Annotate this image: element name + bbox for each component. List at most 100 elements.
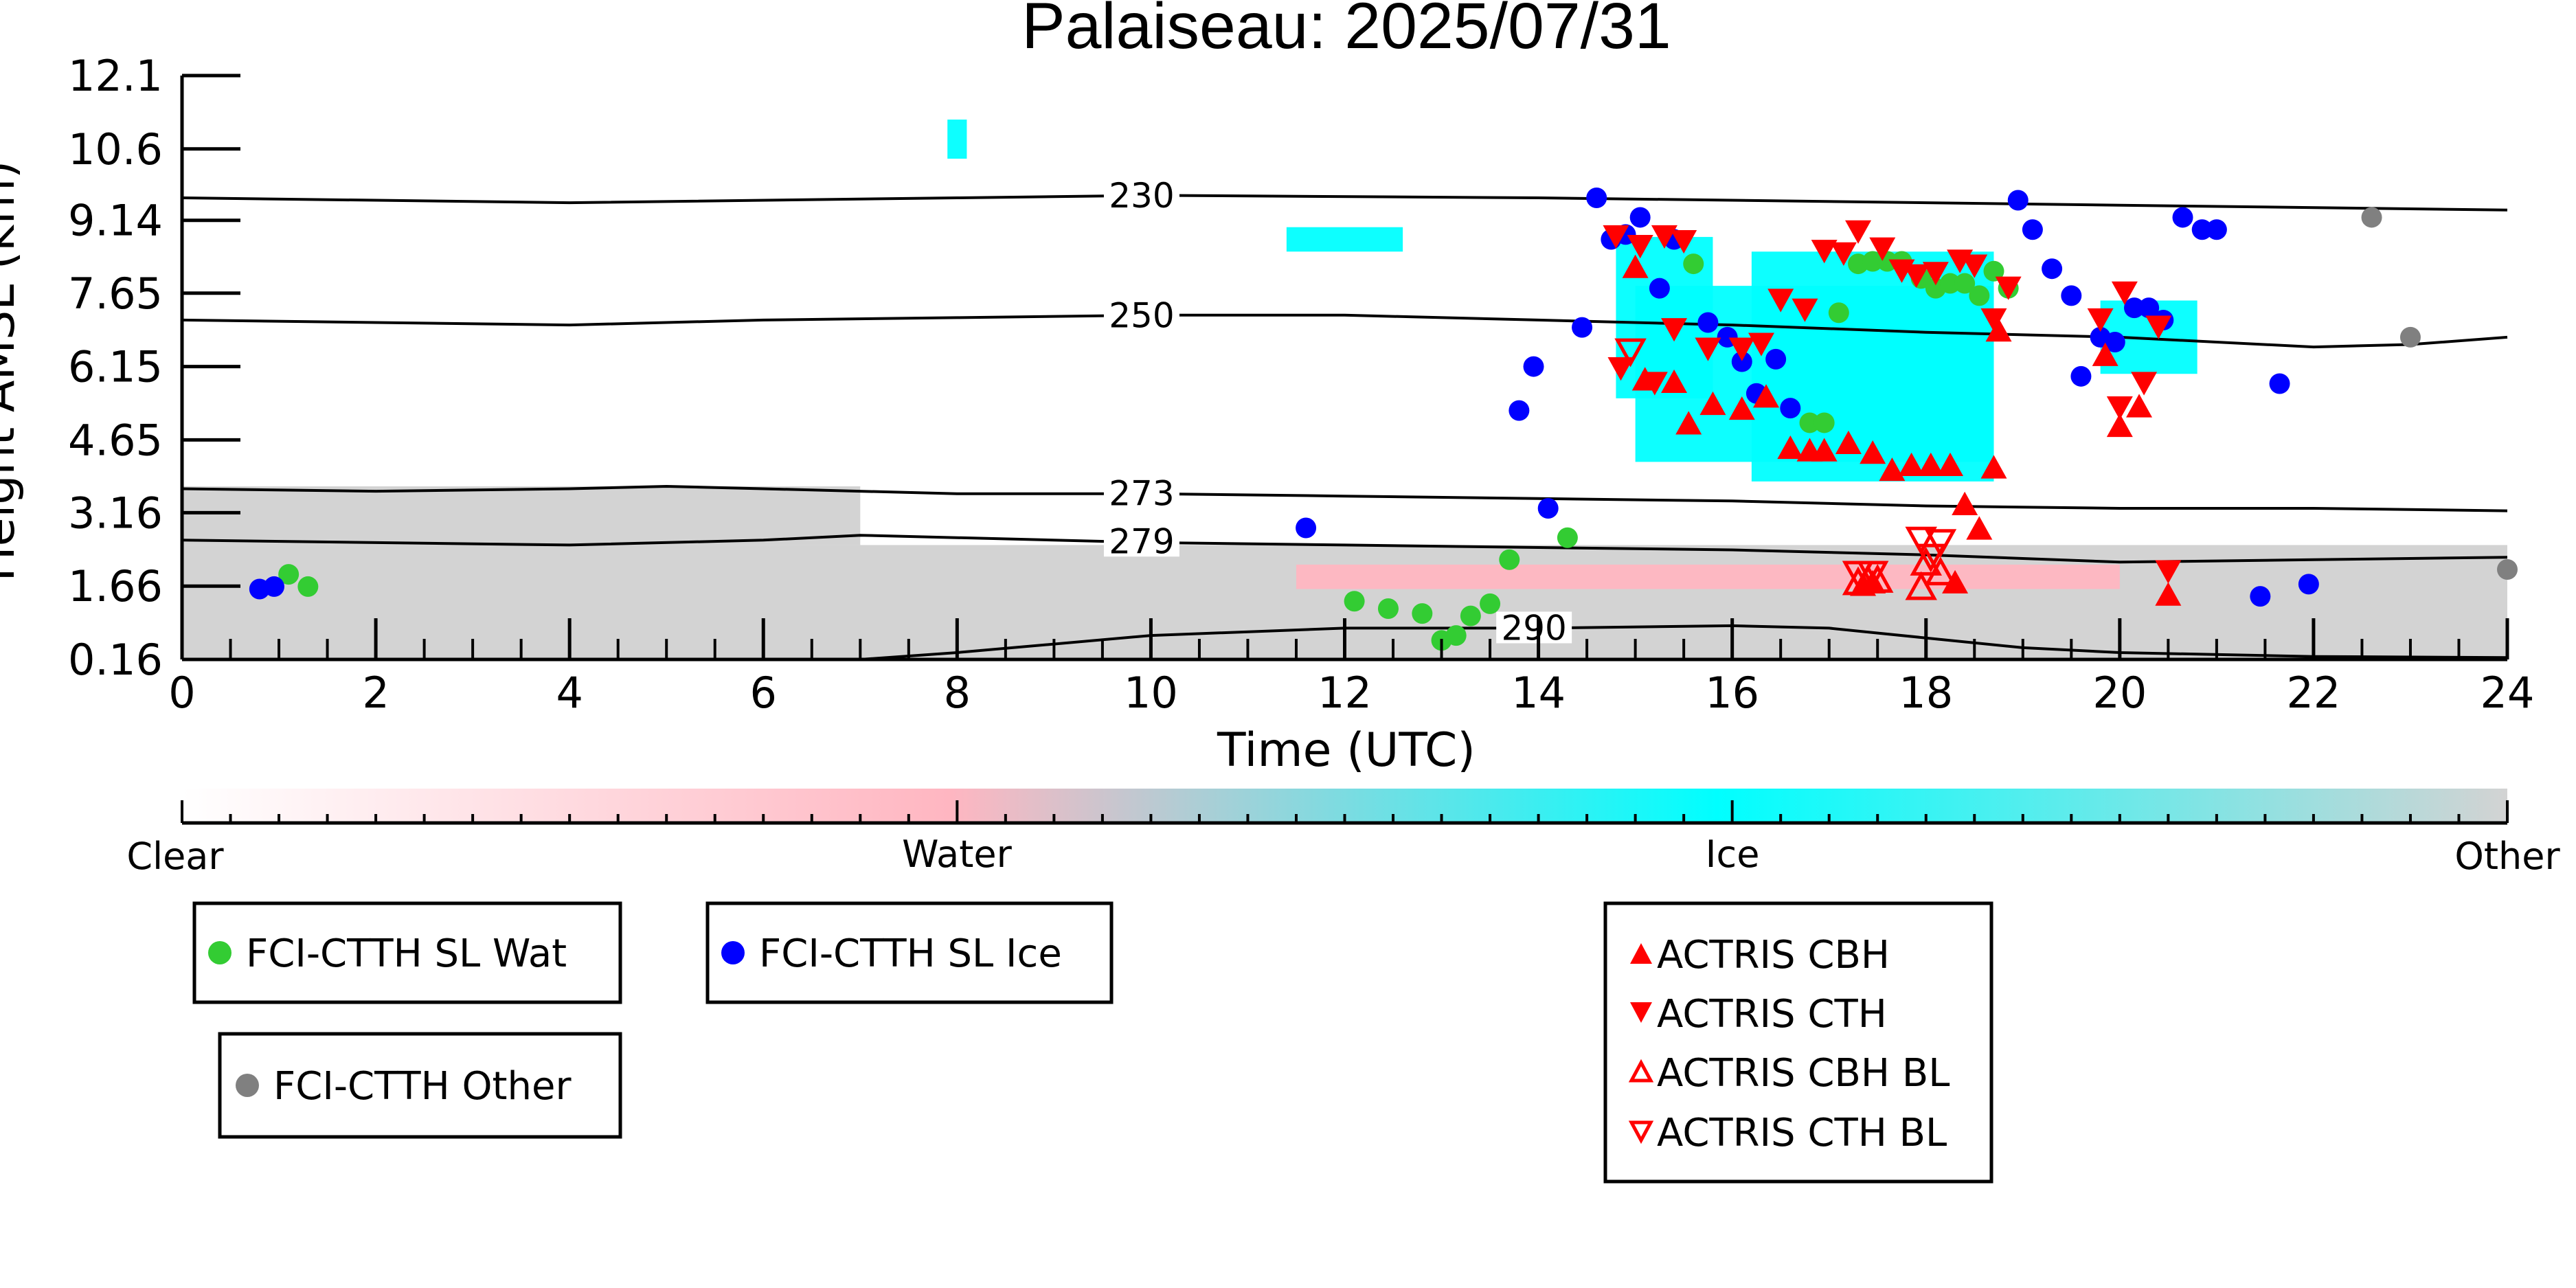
data-markers [249,187,2518,651]
isotherm-label-bg [1103,179,1179,212]
marker-actris-cth [1811,240,1838,264]
marker-fci-ctth-sl-ice [1765,348,1787,370]
marker-actris-cth [1671,229,1697,254]
isotherm-230 [181,194,2508,212]
marker-actris-cbh-bl [1910,547,1942,576]
marker-actris-cth [1728,337,1755,361]
legend-box-actris: ACTRIS CBH ACTRIS CTH ACTRIS CBH BL ACTR… [1603,901,1993,1184]
chart-title: Palaiseau: 2025/07/31 [1021,0,1671,63]
marker-fci-ctth-sl-ice [1731,351,1752,372]
marker-actris-cth [1961,254,1988,278]
x-tick-label: 8 [944,668,971,718]
marker-actris-cth [1641,372,1668,396]
marker-fci-ctth-sl-wat [1814,412,1835,433]
marker-actris-cth-bl [1614,338,1647,368]
legend-box-water: FCI-CTTH SL Wat [192,901,622,1004]
marker-fci-ctth-sl-ice [2206,219,2227,240]
marker-fci-ctth-sl-ice [2007,190,2029,211]
marker-fci-ctth-sl-wat [1412,603,1433,624]
cloud-phase-regions [182,120,2507,659]
x-tick-label: 2 [362,668,389,718]
colorbar-label-other: Other [2454,835,2560,878]
marker-fci-ctth-sl-wat [1799,412,1820,433]
marker-actris-cbh [1952,491,1978,516]
marker-actris-cth-bl [1914,543,1947,573]
marker-fci-ctth-sl-ice [2061,285,2082,306]
y-tick-label: 0.16 [68,635,163,685]
marker-fci-ctth-sl-ice [1509,400,1530,421]
marker-actris-cbh [1980,455,2007,479]
marker-actris-cth [1995,276,2022,300]
marker-fci-ctth-sl-wat [1445,625,1467,646]
marker-fci-ctth-sl-ice [1572,317,1593,338]
marker-actris-cth [1830,242,1857,266]
y-tick-label: 4.65 [68,415,163,465]
marker-actris-cbh [1811,438,1838,462]
x-tick-label: 16 [1705,668,1759,718]
isotherm-label-bg [1103,299,1179,331]
legend-label-actris-cbh: ACTRIS CBH [1657,933,1890,978]
marker-actris-cbh [1661,369,1688,394]
y-tick-label: 3.16 [68,488,163,538]
marker-fci-ctth-sl-ice [1697,312,1719,333]
marker-actris-cth [2087,308,2114,332]
isotherm-label-250: 250 [1109,296,1174,336]
y-tick-label: 1.66 [68,561,163,611]
x-tick-label: 20 [2092,668,2147,718]
marker-fci-ctth-sl-wat [1862,251,1884,272]
y-tick-label: 9.14 [68,196,163,246]
marker-fci-ctth-sl-ice [1537,498,1559,519]
x-tick-label: 10 [1124,668,1178,718]
marker-actris-cth [1903,264,1930,288]
marker-actris-cbh [1622,254,1649,278]
marker-actris-cbh [2092,342,2119,366]
x-axis-title: Time (UTC) [1217,723,1476,778]
marker-fci-ctth-sl-ice [1523,356,1544,377]
phase-region-ice [947,120,967,159]
marker-actris-cbh [2106,413,2133,438]
isotherm-label-230: 230 [1109,176,1174,216]
marker-fci-ctth-sl-ice [263,576,284,597]
marker-fci-ctth-other [2497,559,2518,580]
y-tick-label: 10.6 [68,124,163,174]
marker-actris-cth [1792,298,1818,322]
marker-actris-cth [1845,220,1872,244]
legend-label-actris-cth: ACTRIS CTH [1657,992,1887,1037]
legend-box-other: FCI-CTTH Other [218,1032,622,1139]
marker-actris-cth [1661,318,1688,342]
marker-actris-cbh-bl [1924,556,1957,586]
marker-actris-cth [1607,357,1634,381]
marker-fci-ctth-sl-ice [2138,297,2160,319]
legend-box-ice: FCI-CTTH SL Ice [705,901,1114,1004]
x-tick-label: 0 [168,668,195,718]
marker-fci-ctth-sl-ice [1296,517,1317,539]
marker-fci-ctth-sl-wat [297,576,319,597]
marker-actris-cbh [1777,435,1804,460]
marker-fci-ctth-sl-ice [1780,398,1801,419]
marker-actris-cbh [2126,394,2153,418]
marker-actris-cth-bl [1856,561,1889,590]
marker-fci-ctth-other [2399,326,2421,348]
marker-actris-cbh [1753,384,1780,408]
marker-actris-cbh [2155,582,2182,606]
marker-fci-ctth-sl-wat [1940,273,1961,294]
marker-actris-cth [1651,225,1677,249]
marker-actris-cbh [1966,516,1993,540]
marker-actris-cbh [1917,452,1944,477]
marker-fci-ctth-sl-ice [2172,207,2193,228]
phase-region-other [182,486,861,545]
isotherm-290 [860,624,2508,661]
marker-actris-cth [1603,225,1629,249]
y-tick-label: 7.65 [68,269,163,319]
marker-fci-ctth-sl-ice [1649,278,1670,299]
marker-actris-cbh [1835,430,1862,455]
marker-fci-ctth-sl-ice [2191,219,2213,240]
marker-fci-ctth-sl-wat [1969,285,1990,306]
marker-fci-ctth-sl-wat [1828,302,1849,324]
marker-fci-ctth-sl-wat [1499,549,1520,570]
isotherm-273 [181,484,2508,512]
marker-actris-cth [1869,237,1896,261]
marker-fci-ctth-sl-ice [2070,365,2092,387]
marker-actris-cth [2145,315,2172,339]
